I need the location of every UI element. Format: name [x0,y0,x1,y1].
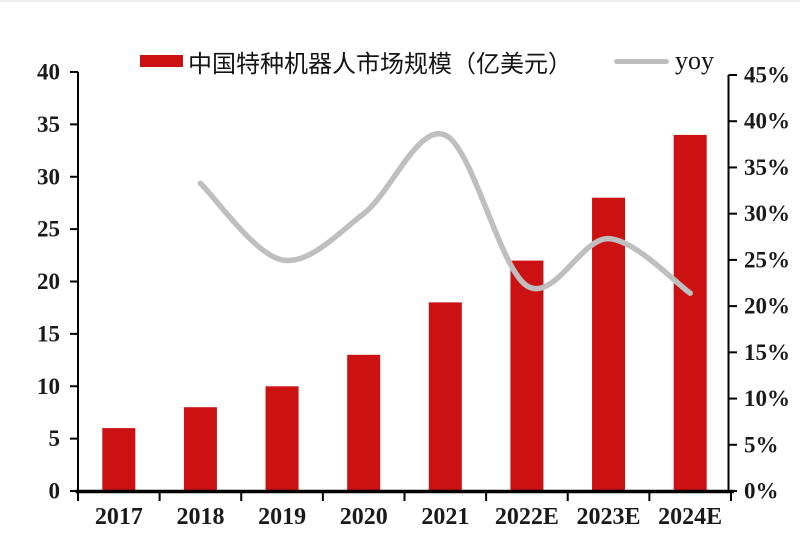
legend-bar-label: 中国特种机器人市场规模（亿美元） [188,51,572,78]
left-axis-label: 30 [37,164,60,189]
left-axis-label: 15 [37,321,60,346]
right-axis-label: 35% [744,155,790,180]
bar-2021 [428,302,462,492]
left-axis-label: 10 [37,374,60,399]
x-axis-label: 2018 [176,504,224,530]
right-axis-label: 5% [744,432,779,457]
right-axis-label: 30% [744,201,790,226]
left-axis-label: 40 [37,60,60,85]
left-axis-label: 35 [37,112,60,137]
right-axis-label: 25% [744,247,790,272]
right-axis-label: 10% [744,386,790,411]
right-axis-label: 40% [744,109,790,134]
bar-2017 [102,428,136,492]
bar-2018 [183,407,217,492]
left-axis-label: 0 [49,479,61,504]
x-axis-label: 2023E [577,504,641,530]
right-axis-label: 45% [744,63,790,88]
x-axis-label: 2024E [658,504,722,530]
left-axis-label: 5 [49,426,61,451]
right-axis-label: 20% [744,294,790,319]
legend: 中国特种机器人市场规模（亿美元） yoy [140,46,714,78]
x-axis-label: 2019 [258,504,306,530]
right-axis-label: 15% [744,340,790,365]
bar-2019 [265,386,299,493]
legend-line-label: yoy [675,46,714,75]
bar-2020 [347,354,381,492]
x-axis-label: 2020 [340,504,388,530]
x-axis-label: 2017 [95,504,143,530]
x-axis-label: 2021 [421,504,469,530]
left-axis-label: 25 [37,217,60,242]
legend-line-swatch-icon [614,58,669,64]
legend-bar-swatch-icon [140,55,183,67]
yoy-line [197,131,693,296]
bar-2023E [592,197,626,492]
x-axis-label: 2022E [495,504,559,530]
left-axis-label: 20 [37,269,60,294]
bar-2022E [510,260,544,492]
right-axis-label: 0% [744,479,779,504]
bar-2024E [673,134,707,492]
